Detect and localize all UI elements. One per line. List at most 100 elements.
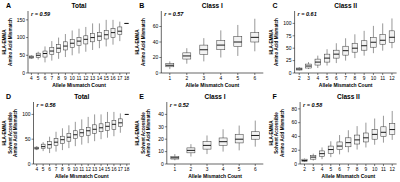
median [343, 50, 349, 51]
x-tick-label: 18 [124, 76, 130, 81]
box [48, 142, 52, 148]
x-tick [317, 73, 318, 75]
x-tick-label: 7 [55, 167, 58, 172]
x-tick-label: 16 [110, 76, 116, 81]
panel-label: B [139, 2, 144, 9]
panel: BClass IHLA-EMMAAmino Acid Mismatch02040… [135, 2, 263, 88]
x-tick-label: 4 [30, 76, 33, 81]
panel-label: A [6, 2, 11, 9]
x-tick [223, 164, 224, 166]
box [36, 53, 40, 57]
median [251, 37, 259, 38]
x-tick [106, 73, 107, 75]
median [166, 65, 174, 66]
box [334, 50, 340, 58]
x-tick-label: 12 [86, 167, 92, 172]
median [57, 48, 61, 49]
median [380, 40, 386, 41]
median [328, 149, 333, 150]
x-tick [75, 164, 76, 166]
x-tick [85, 73, 86, 75]
median [306, 66, 312, 67]
y-tick-label: 50 [25, 136, 31, 142]
y-tick-label: 0 [22, 70, 25, 76]
annotation: r = 0.59 [31, 11, 51, 17]
y-label: Amino Acid Mismatch [13, 109, 18, 157]
x-tick [374, 164, 375, 166]
x-tick [38, 73, 39, 75]
x-tick [203, 73, 204, 75]
median [352, 48, 358, 49]
x-tick [354, 73, 355, 75]
title: Class II [334, 2, 357, 9]
median [390, 129, 395, 130]
y-label: HLA-EMMA [2, 29, 7, 55]
median [111, 32, 115, 33]
x-tick [51, 73, 52, 75]
x-tick-label: 6 [48, 167, 51, 172]
x-tick-label: 16 [111, 167, 117, 172]
y-label: Amino Acid Mismatch [274, 18, 279, 66]
x-tick [382, 73, 383, 75]
median [389, 37, 395, 38]
x-tick [322, 164, 323, 166]
median [67, 137, 71, 138]
annotation: r = 0.52 [170, 102, 189, 108]
median [217, 45, 225, 46]
x-tick-label: 6 [44, 76, 47, 81]
title: Total [74, 93, 89, 100]
box [203, 142, 211, 149]
median [93, 129, 97, 130]
x-tick-label: 4 [316, 76, 319, 81]
x-tick [237, 73, 238, 75]
y-label: HLA-EMMA [135, 120, 140, 146]
x-tick [391, 73, 392, 75]
box [343, 46, 349, 55]
x-tick [31, 73, 32, 75]
x-tick-label: 1 [168, 76, 171, 81]
median [200, 49, 208, 50]
box [311, 156, 316, 159]
median [346, 142, 351, 143]
title: Class II [337, 93, 360, 100]
x-tick-label: 6 [253, 76, 256, 81]
median [54, 142, 58, 143]
x-tick-label: 7 [50, 76, 53, 81]
x-tick-label: 6 [335, 76, 338, 81]
y-tick-label: 60 [292, 119, 298, 125]
x-label: Allele Mismatch Count [319, 82, 373, 88]
y-label: Solvent Accessible [274, 112, 279, 154]
y-tick-label: 100 [17, 34, 26, 40]
x-tick [336, 73, 337, 75]
x-tick-label: 8 [354, 76, 357, 81]
x-tick-label: 6 [254, 167, 257, 172]
x-tick-label: 5 [37, 76, 40, 81]
y-tick-label: 0 [156, 70, 159, 76]
x-label: Allele Mismatch Count [188, 173, 242, 179]
x-tick [113, 164, 114, 166]
x-tick-label: 8 [356, 167, 359, 172]
median [319, 153, 324, 154]
y-tick-label: 0 [28, 161, 31, 167]
median [183, 55, 191, 56]
box [84, 36, 88, 44]
y-tick-label: 0 [289, 70, 292, 76]
x-tick-label: 2 [185, 76, 188, 81]
x-tick-label: 3 [312, 167, 315, 172]
box [67, 133, 71, 141]
median [91, 37, 95, 38]
x-axis [167, 164, 263, 165]
box [125, 114, 129, 115]
median [219, 141, 227, 142]
x-tick-label: 6 [338, 167, 341, 172]
median [50, 51, 54, 52]
x-tick [49, 164, 50, 166]
x-tick [99, 73, 100, 75]
box [219, 138, 227, 145]
x-label: Allele Mismatch Count [185, 82, 239, 88]
median [125, 23, 129, 24]
x-tick-label: 3 [206, 167, 209, 172]
y-axis [161, 11, 162, 73]
median [77, 41, 81, 42]
x-tick-label: 3 [307, 76, 310, 81]
